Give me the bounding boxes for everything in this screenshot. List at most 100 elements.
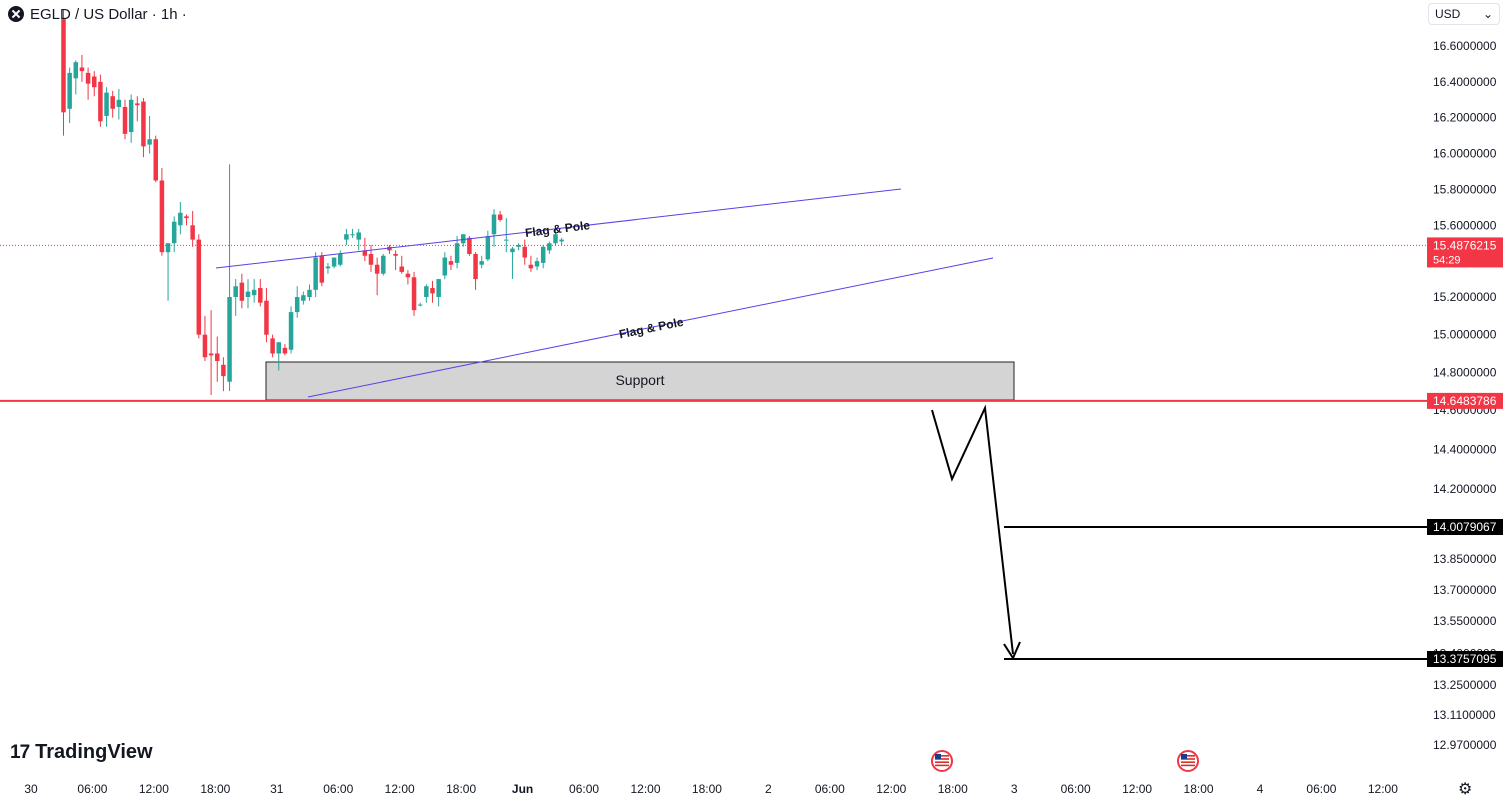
y-tick-label: 15.8000000	[1433, 182, 1497, 196]
y-tick-label: 13.2500000	[1433, 678, 1497, 692]
candle-body	[221, 364, 226, 377]
candle-body	[534, 261, 540, 267]
candle-body	[85, 72, 91, 84]
x-tick-label: 3	[1011, 782, 1018, 796]
candle-body	[159, 180, 165, 253]
countdown-label: 54:29	[1433, 254, 1461, 266]
y-tick-label: 16.6000000	[1433, 39, 1497, 53]
candle-body	[294, 297, 300, 313]
y-tick-label: 14.2000000	[1433, 482, 1497, 496]
candle-body	[448, 261, 454, 265]
candle-body	[497, 214, 503, 220]
x-tick-label: 12:00	[385, 782, 415, 796]
candle-body	[153, 139, 158, 181]
projection-path	[931, 404, 1014, 655]
us-flag-event-icon[interactable]	[931, 750, 953, 772]
candle-body	[196, 239, 202, 335]
support-label: Support	[615, 372, 664, 388]
candle-body	[270, 338, 275, 354]
x-tick-label: 06:00	[569, 782, 599, 796]
y-tick-label: 13.8500000	[1433, 552, 1497, 566]
candle-body	[227, 297, 232, 382]
chevron-down-icon: ⌄	[1482, 7, 1493, 21]
chart-header[interactable]: EGLD / US Dollar · 1h ·	[8, 4, 187, 24]
candle-body	[233, 286, 238, 297]
candle-body	[288, 312, 294, 350]
candle-body	[430, 288, 435, 294]
y-tick-label: 13.5500000	[1433, 614, 1497, 628]
last-price-label: 15.4876215	[1433, 238, 1497, 252]
tradingview-brand[interactable]: 17 TradingView	[10, 741, 153, 764]
y-tick-label: 15.2000000	[1433, 290, 1497, 304]
y-tick-label: 14.4000000	[1433, 443, 1497, 457]
candle-body	[61, 19, 66, 113]
candle-body	[313, 257, 318, 290]
candle-body	[239, 282, 245, 301]
candle-body	[73, 62, 79, 79]
candle-body	[442, 257, 448, 276]
candle-body	[208, 353, 214, 356]
y-tick-label: 16.2000000	[1433, 111, 1497, 125]
candle-body	[307, 289, 312, 297]
y-tick-label: 15.6000000	[1433, 218, 1497, 232]
candle-body	[362, 250, 368, 256]
candle-body	[165, 243, 171, 253]
y-tick-label: 13.1100000	[1433, 708, 1496, 722]
support-price-label-bg	[1427, 392, 1503, 409]
symbol-title[interactable]: EGLD / US Dollar · 1h ·	[30, 5, 187, 23]
x-tick-label: 18:00	[446, 782, 476, 796]
candle-body	[116, 99, 122, 107]
x-tick-label: 12:00	[876, 782, 906, 796]
candle-body	[79, 67, 85, 72]
y-tick-label: 12.9700000	[1433, 738, 1497, 752]
y-tick-label: 13.7000000	[1433, 583, 1497, 597]
target-2-price-label-bg	[1427, 651, 1503, 667]
candle-body	[67, 72, 72, 109]
us-flag-event-icon[interactable]	[1177, 750, 1199, 772]
x-tick-label: 06:00	[323, 782, 353, 796]
candle-body	[504, 239, 509, 241]
candle-body	[510, 248, 515, 253]
candle-body	[393, 253, 398, 256]
x-tick-label: 06:00	[1306, 782, 1336, 796]
currency-selector[interactable]: USD ⌄	[1428, 3, 1500, 25]
candle-body	[338, 253, 343, 265]
channel-upper-line	[215, 188, 902, 269]
candle-body	[215, 353, 220, 362]
candle-body	[381, 255, 386, 274]
x-tick-label: 30	[24, 782, 38, 796]
gear-icon[interactable]: ⚙	[1458, 781, 1473, 798]
x-tick-label: 12:00	[1368, 782, 1398, 796]
flag-label-lower: Flag & Pole	[618, 315, 685, 342]
candle-body	[454, 243, 460, 263]
candle-body	[491, 214, 497, 235]
candle-body	[110, 96, 115, 109]
candle-body	[417, 304, 423, 306]
candle-body	[122, 106, 128, 134]
candle-body	[405, 273, 411, 278]
candle-body	[436, 279, 441, 297]
x-tick-label: 06:00	[77, 782, 107, 796]
candle-body	[282, 347, 288, 354]
candle-body	[344, 234, 349, 240]
projection-arrowhead	[1003, 641, 1021, 661]
candle-body	[516, 245, 521, 247]
egld-logo-icon	[8, 6, 24, 22]
candle-body	[251, 289, 257, 296]
candle-body	[350, 234, 355, 236]
x-tick-label: Jun	[512, 782, 533, 796]
x-tick-label: 18:00	[692, 782, 722, 796]
x-tick-label: 06:00	[815, 782, 845, 796]
channel-lower-line	[307, 257, 994, 398]
candle-body	[301, 295, 306, 301]
target-2-price-label: 13.3757095	[1433, 652, 1497, 666]
candle-body	[473, 253, 478, 280]
brand-name: TradingView	[35, 741, 153, 763]
currency-value: USD	[1435, 7, 1461, 21]
candle-body	[98, 81, 103, 122]
candle-body	[411, 277, 417, 311]
candle-body	[399, 266, 404, 272]
candle-body	[559, 239, 564, 242]
candle-body	[276, 342, 281, 354]
